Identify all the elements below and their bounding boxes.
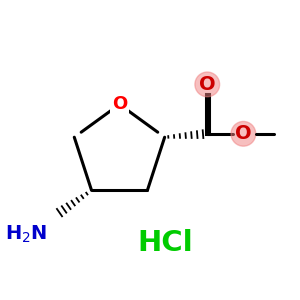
Circle shape [195,72,220,97]
Text: H$_2$N: H$_2$N [5,224,48,245]
Circle shape [231,122,256,146]
Text: O: O [199,75,216,94]
Text: HCl: HCl [137,229,193,257]
Text: O: O [235,124,252,143]
Text: O: O [112,95,127,113]
